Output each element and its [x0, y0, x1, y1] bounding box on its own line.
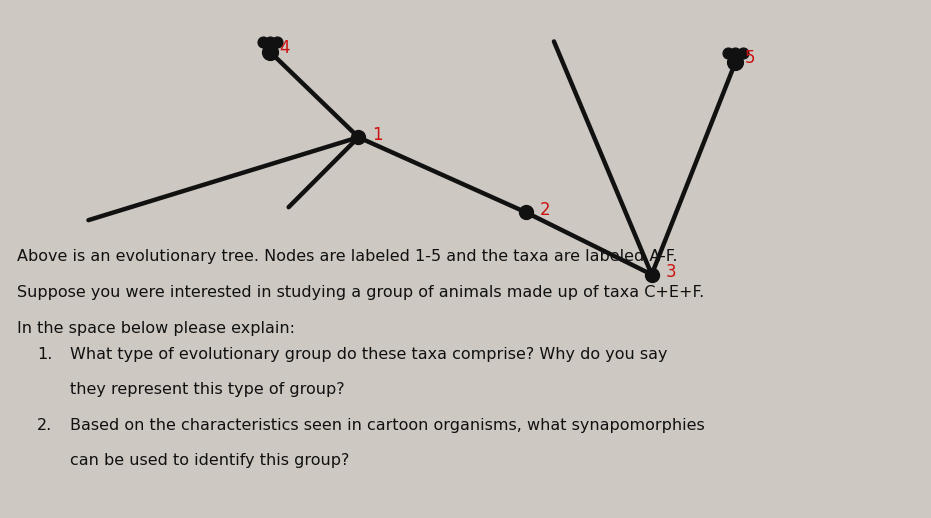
Text: 5: 5 — [745, 49, 755, 67]
Text: Above is an evolutionary tree. Nodes are labeled 1-5 and the taxa are labeled A-: Above is an evolutionary tree. Nodes are… — [17, 249, 677, 264]
Point — [721, 49, 735, 57]
Text: What type of evolutionary group do these taxa comprise? Why do you say: What type of evolutionary group do these… — [70, 347, 668, 362]
Text: Based on the characteristics seen in cartoon organisms, what synapomorphies: Based on the characteristics seen in car… — [70, 418, 705, 433]
Point — [255, 38, 270, 47]
Point — [519, 208, 533, 217]
Text: Suppose you were interested in studying a group of animals made up of taxa C+E+F: Suppose you were interested in studying … — [17, 285, 704, 300]
Text: 1: 1 — [372, 126, 383, 143]
Text: they represent this type of group?: they represent this type of group? — [70, 382, 344, 397]
Point — [644, 270, 659, 279]
Point — [735, 49, 750, 57]
Text: 4: 4 — [279, 39, 290, 56]
Text: can be used to identify this group?: can be used to identify this group? — [70, 453, 349, 468]
Point — [263, 48, 277, 56]
Text: In the space below please explain:: In the space below please explain: — [17, 321, 295, 336]
Point — [270, 38, 285, 47]
Point — [351, 133, 366, 141]
Text: 2: 2 — [540, 201, 550, 219]
Point — [728, 49, 743, 57]
Text: 3: 3 — [666, 263, 676, 281]
Text: 2.: 2. — [37, 418, 52, 433]
Text: 1.: 1. — [37, 347, 53, 362]
Point — [263, 38, 277, 47]
Point — [728, 58, 743, 66]
